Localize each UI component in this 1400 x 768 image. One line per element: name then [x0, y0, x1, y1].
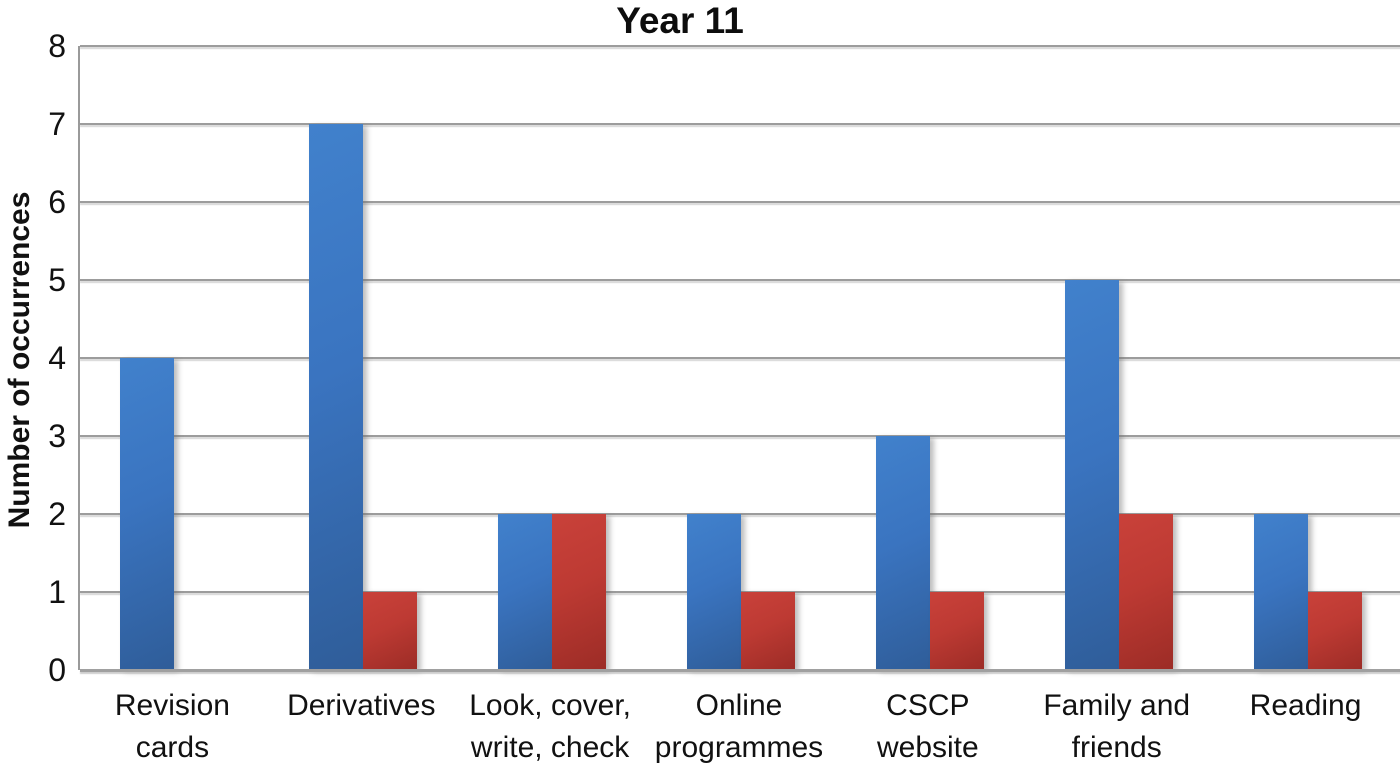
gridline-y7: [80, 123, 1400, 125]
bar-red-online-programmes: [741, 592, 795, 670]
gridline-y5: [80, 279, 1400, 281]
bar-blue-revision-cards: [120, 358, 175, 670]
bar-red-look-cover-write-check: [552, 514, 607, 670]
x-label-cscp-website: CSCP website: [876, 689, 979, 764]
bar-red-family-and-friends: [1118, 514, 1173, 670]
bar-blue-cscp-website: [875, 436, 930, 670]
x-label-reading: Reading: [1249, 689, 1362, 722]
gridline-y6: [80, 201, 1400, 203]
x-axis-line: [80, 669, 1400, 672]
bar-blue-reading: [1253, 514, 1308, 670]
x-label-look-cover-write-check: Look, cover, write, check: [469, 689, 631, 764]
y-tick-label-2: 2: [48, 496, 66, 532]
bar-red-reading: [1307, 592, 1362, 670]
chart-title: Year 11: [616, 0, 744, 41]
y-tick-label-8: 8: [48, 28, 66, 64]
x-label-revision-cards: Revision cards: [114, 689, 230, 764]
x-label-online-programmes: Online programmes: [654, 689, 824, 764]
x-label-family-and-friends: Family and friends: [1043, 689, 1191, 764]
x-label-derivatives: Derivatives: [287, 689, 436, 722]
y-tick-label-0: 0: [48, 652, 66, 688]
plot-area: [78, 45, 1400, 672]
bar-blue-derivatives: [309, 124, 364, 670]
bar-red-cscp-website: [929, 592, 984, 670]
bar-red-derivatives: [363, 592, 418, 670]
bar-blue-family-and-friends: [1064, 280, 1119, 670]
y-tick-label-4: 4: [48, 340, 66, 376]
y-tick-label-5: 5: [48, 262, 66, 298]
y-tick-label-7: 7: [48, 106, 66, 142]
gridline-y8: [80, 45, 1400, 47]
gridline-y4: [80, 357, 1400, 359]
y-tick-label-6: 6: [48, 184, 66, 220]
bar-blue-online-programmes: [687, 514, 741, 670]
y-tick-label-1: 1: [48, 574, 66, 610]
gridline-y3: [80, 435, 1400, 437]
y-tick-label-3: 3: [48, 418, 66, 454]
bar-blue-look-cover-write-check: [498, 514, 553, 670]
